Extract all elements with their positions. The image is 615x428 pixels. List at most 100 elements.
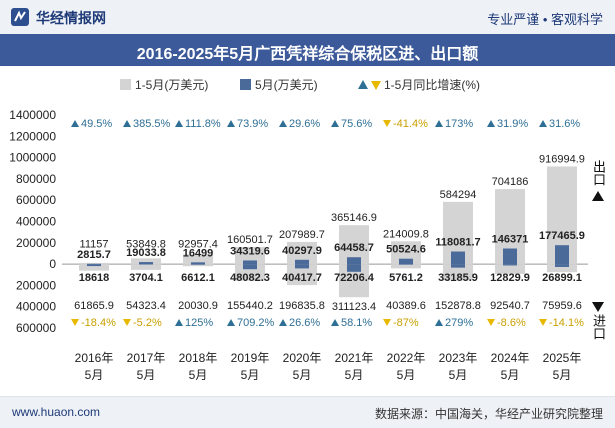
x-tick-label-month: 5月 — [85, 368, 104, 382]
brand-name: 华经情报网 — [36, 10, 106, 26]
import-month-label: 72206.4 — [334, 272, 375, 284]
export-total-bar — [235, 247, 265, 265]
import-month-bar — [87, 264, 101, 267]
y-tick-label: 0 — [49, 257, 56, 271]
export-growth-label: 73.9% — [237, 118, 268, 130]
x-tick-label-year: 2020年 — [283, 351, 322, 365]
x-tick-label-year: 2024年 — [491, 351, 530, 365]
export-growth-label: 31.9% — [497, 118, 528, 130]
x-tick-label-month: 5月 — [553, 368, 572, 382]
x-tick-label-month: 5月 — [137, 368, 156, 382]
export-growth-up-icon — [487, 120, 495, 127]
export-month-label: 50524.6 — [386, 244, 426, 256]
export-total-label: 704186 — [492, 176, 529, 188]
import-month-label: 26899.1 — [542, 272, 582, 284]
footer-source: 数据来源：中国海关，华经产业研究院整理 — [374, 407, 603, 421]
export-growth-up-icon — [123, 120, 131, 127]
import-total-label: 92540.7 — [490, 300, 530, 312]
export-month-label: 16499 — [183, 247, 214, 259]
export-month-bar — [191, 262, 205, 265]
export-growth-up-icon — [331, 120, 339, 127]
export-month-bar — [243, 260, 257, 265]
import-month-bar — [503, 264, 517, 266]
import-growth-down-icon — [71, 319, 79, 326]
export-month-label: 64458.7 — [334, 242, 374, 254]
export-month-bar — [399, 258, 413, 265]
import-total-label: 54323.4 — [126, 300, 166, 312]
export-growth-up-icon — [71, 120, 79, 127]
export-month-bar — [555, 245, 569, 265]
export-growth-down-icon — [383, 120, 391, 127]
export-month-bar — [139, 262, 153, 265]
footer-url: www.huaon.com — [12, 405, 101, 419]
import-growth-up-icon — [331, 319, 339, 326]
import-month-bar — [139, 264, 153, 265]
export-month-label: 118081.7 — [435, 237, 480, 249]
import-growth-label: -18.4% — [81, 317, 116, 329]
import-month-label: 40417.7 — [282, 272, 322, 284]
export-month-label: 34319.6 — [230, 245, 270, 257]
import-total-bar — [391, 264, 421, 269]
export-total-bar — [131, 258, 161, 265]
import-total-bar — [495, 264, 525, 274]
import-month-label: 6612.1 — [181, 272, 215, 284]
title-bar: 2016-2025年5月广西凭祥综合保税区进、出口额 — [0, 34, 615, 66]
legend-label-month: 5月(万美元) — [255, 78, 318, 92]
export-total-label: 916994.9 — [539, 153, 585, 165]
x-tick-label-month: 5月 — [501, 368, 520, 382]
export-growth-up-icon — [175, 120, 183, 127]
legend-down-triangle-icon — [371, 81, 381, 90]
legend-up-triangle-icon — [358, 80, 368, 89]
export-growth-up-icon — [227, 120, 235, 127]
x-tick-label-month: 5月 — [293, 368, 312, 382]
slogan: 专业严谨 • 客观科学 — [487, 12, 603, 27]
import-growth-down-icon — [383, 319, 391, 326]
import-growth-label: -14.1% — [549, 317, 584, 329]
export-month-bar — [87, 263, 101, 265]
y-tick-label: 400000 — [16, 300, 56, 314]
x-tick-label-year: 2016年 — [75, 351, 114, 365]
export-month-label: 19033.8 — [126, 247, 166, 259]
x-tick-label-year: 2021年 — [335, 351, 374, 365]
export-side-label: 出口 — [590, 160, 606, 201]
y-tick-label: 200000 — [16, 278, 56, 292]
x-tick-label-year: 2022年 — [387, 351, 426, 365]
legend-label-growth: 1-5月同比增速(%) — [384, 78, 481, 92]
export-growth-label: 29.6% — [289, 118, 320, 130]
import-total-bar — [547, 264, 577, 273]
x-tick-label-year: 2017年 — [127, 351, 166, 365]
x-tick-label-month: 5月 — [345, 368, 364, 382]
import-growth-label: -5.2% — [133, 317, 162, 329]
import-total-bar — [235, 264, 265, 281]
import-growth-label: 58.1% — [341, 317, 372, 329]
x-tick-label-year: 2025年 — [543, 351, 582, 365]
y-tick-label: 1400000 — [9, 108, 56, 122]
export-growth-label: -41.4% — [393, 118, 428, 130]
chart-title: 2016-2025年5月广西凭祥综合保税区进、出口额 — [136, 46, 479, 63]
import-month-label: 3704.1 — [129, 272, 163, 284]
import-total-bar — [79, 264, 109, 271]
import-growth-up-icon — [227, 319, 235, 326]
y-tick-label: 800000 — [16, 172, 56, 186]
export-growth-label: 173% — [445, 118, 473, 130]
import-month-bar — [555, 264, 569, 267]
legend-swatch-total — [120, 79, 131, 90]
x-tick-label-month: 5月 — [397, 368, 416, 382]
export-growth-up-icon — [279, 120, 287, 127]
export-growth-label: 75.6% — [341, 118, 372, 130]
import-growth-down-icon — [539, 319, 547, 326]
import-growth-down-icon — [123, 319, 131, 326]
export-total-bar — [287, 241, 317, 265]
import-side-text: 进口 — [591, 314, 606, 340]
import-down-arrow-icon — [592, 302, 604, 312]
import-total-bar — [287, 264, 317, 286]
import-growth-label: -8.6% — [497, 317, 526, 329]
export-growth-label: 31.6% — [549, 118, 580, 130]
import-total-bar — [183, 264, 213, 267]
y-tick-label: 1200000 — [9, 129, 56, 143]
y-tick-label: 600000 — [16, 321, 56, 335]
import-month-bar — [191, 264, 205, 265]
footer: www.huaon.com 数据来源：中国海关，华经产业研究院整理 — [0, 396, 615, 428]
y-tick-label: 200000 — [16, 236, 56, 250]
